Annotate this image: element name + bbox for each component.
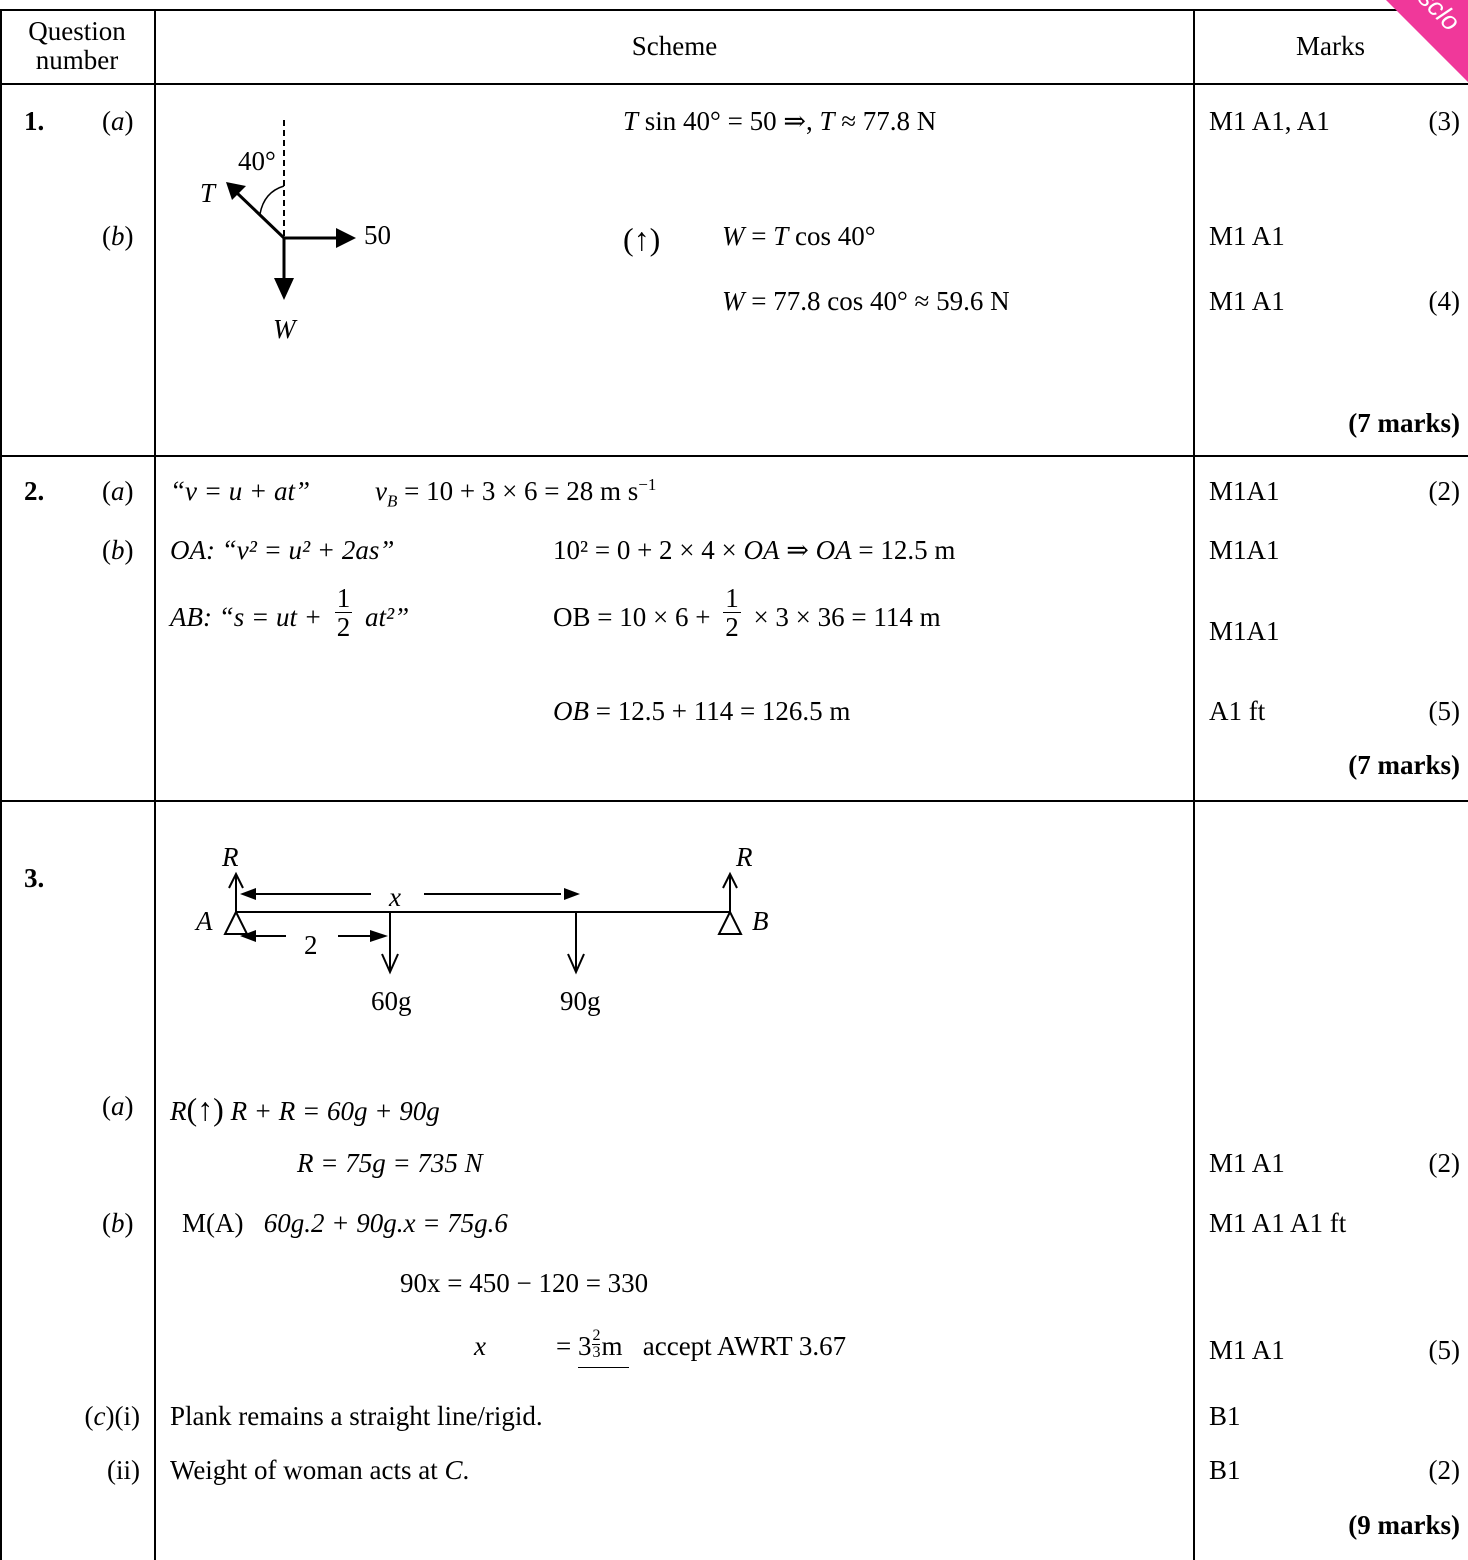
q3-part-c-label: (c)(i) [84,1401,140,1431]
q3-a-total: (2) [1428,1148,1460,1178]
q3-total-marks: (9 marks) [1348,1510,1460,1540]
q3-weight-90-label: 90g [560,986,601,1016]
row-divider-q2 [0,800,1468,802]
header-question: Question number [28,16,126,75]
q2-b3-marks: A1 ft [1209,696,1266,726]
q2-a-marks: M1A1 [1209,476,1280,506]
q2-part-a-label: (a) [102,476,134,506]
q3-part-c-ii-label: (ii) [107,1455,140,1485]
q3-b-line1: M(A) 60g.2 + 90g.x = 75g.6 [182,1208,508,1238]
q2-b1-formula: OA: “v² = u² + 2as” [170,535,395,565]
q1-a-marks: M1 A1, A1 [1209,106,1330,136]
q1-total-marks: (7 marks) [1348,408,1460,438]
q1-force-diagram: 40° T 50 W [200,120,391,344]
q3-b-total: (5) [1428,1335,1460,1365]
q2-total-marks: (7 marks) [1348,750,1460,780]
q1-b-marks2: M1 A1 [1209,286,1285,316]
q2-a-formula: “v = u + at” [170,476,310,506]
q2-a-calculation: vB = 10 + 3 × 6 = 28 m s−1 [375,475,657,511]
q1-tension-label: T [200,178,217,208]
q3-c-i-text: Plank remains a straight line/rigid. [170,1401,543,1431]
q1-b-line2: W = 77.8 cos 40° ≈ 59.6 N [722,286,1010,316]
q3-b-line3-x: x [474,1331,486,1361]
q3-weight-60-label: 60g [371,986,412,1016]
q2-b2-marks: M1A1 [1209,616,1280,646]
q2-b1-marks: M1A1 [1209,535,1280,565]
q2-b-total: (5) [1428,696,1460,726]
q1-part-a-label: (a) [102,106,134,136]
header-marks: Marks [1296,31,1365,61]
q3-point-a-label: A [194,906,213,936]
table-border-left [0,9,2,1560]
q1-weight-label: W [273,314,298,344]
q3-c-ii-marks: B1 [1209,1455,1241,1485]
table-border-top [0,9,1468,11]
q2-a-total: (2) [1428,476,1460,506]
row-divider-header [0,83,1468,85]
q1-b-line1: W = T cos 40° [722,221,876,251]
column-divider-1 [154,9,156,1560]
q3-reaction-b-label: R [735,842,753,872]
column-divider-2 [1193,9,1195,1560]
q2-part-b-label: (b) [102,535,134,565]
q3-a-line1: R(↑) R + R = 60g + 90g [170,1091,440,1127]
q1-a-equation: T sin 40° = 50 ⇒, T ≈ 77.8 N [623,106,937,136]
header-scheme: Scheme [631,31,718,61]
q3-two-label: 2 [304,930,318,960]
q3-part-a-label: (a) [102,1091,134,1121]
q3-beam-diagram: R R A B x 2 60g 90g [194,842,769,1016]
q3-b-marks3: M1 A1 [1209,1335,1285,1365]
q3-c-i-marks: B1 [1209,1401,1241,1431]
q1-angle-label: 40° [238,146,276,176]
q3-point-b-label: B [752,906,769,936]
q3-c-ii-text: Weight of woman acts at C. [170,1455,470,1485]
q2-b3-calculation: OB = 12.5 + 114 = 126.5 m [553,696,851,726]
q3-c-total: (2) [1428,1455,1460,1485]
q3-a-line2: R = 75g = 735 N [297,1148,483,1178]
q3-part-b-label: (b) [102,1208,134,1238]
q3-b-marks1: M1 A1 A1 ft [1209,1208,1347,1238]
q1-b-marks1: M1 A1 [1209,221,1285,251]
q1-part-b-label: (b) [102,221,134,251]
q3-number: 3. [24,863,45,893]
q3-b-line2: 90x = 450 − 120 = 330 [400,1268,649,1298]
q3-reaction-a-label: R [221,842,239,872]
q2-number: 2. [24,476,45,506]
q1-a-total: (3) [1428,106,1460,136]
q2-b1-calculation: 10² = 0 + 2 × 4 × OA ⇒ OA = 12.5 m [553,535,956,565]
q3-a-marks: M1 A1 [1209,1148,1285,1178]
row-divider-q1 [0,455,1468,457]
q1-b-direction: (↑) [623,221,661,257]
q1-number: 1. [24,106,45,136]
q1-force-label: 50 [364,220,391,250]
q1-b-total: (4) [1428,286,1460,316]
q3-x-label: x [388,882,401,912]
